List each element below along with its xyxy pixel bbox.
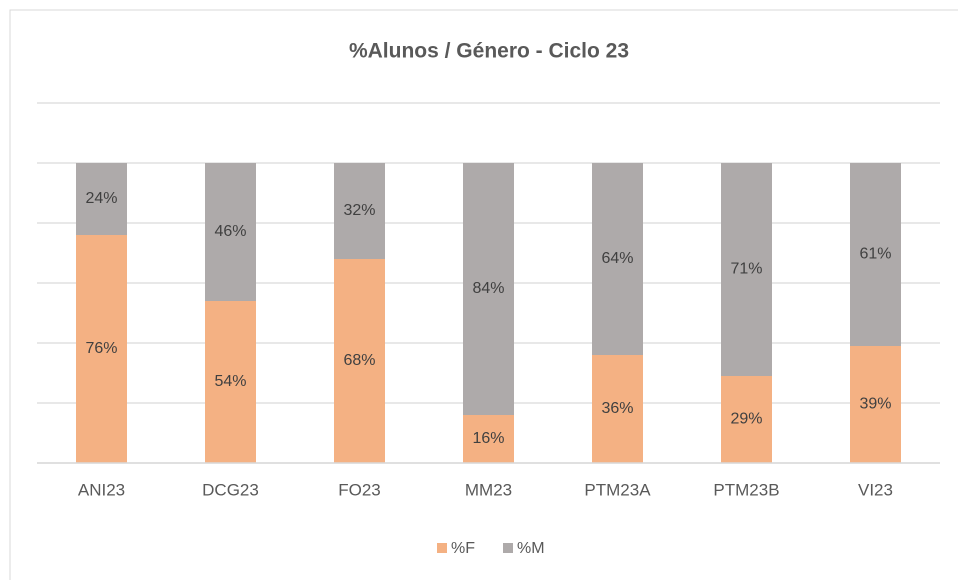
legend-label: %M [517, 540, 545, 557]
data-label: 36% [601, 400, 633, 417]
bar-segment [463, 163, 514, 415]
bar-segment [463, 415, 514, 463]
data-label: 24% [85, 190, 117, 207]
legend-label: %F [451, 540, 475, 557]
data-label: 84% [472, 280, 504, 297]
bar-segment [205, 163, 256, 301]
x-tick-label: VI23 [858, 480, 893, 499]
x-tick-label: MM23 [465, 480, 512, 499]
data-label: 16% [472, 430, 504, 447]
bar-segment [76, 235, 127, 463]
data-label: 71% [730, 261, 762, 278]
bar-segment [334, 163, 385, 259]
bar-segment [205, 301, 256, 463]
bar-segment [334, 259, 385, 463]
data-label: 76% [85, 340, 117, 357]
x-tick-label: FO23 [338, 480, 381, 499]
bar-segment [721, 163, 772, 376]
data-label: 64% [601, 250, 633, 267]
bar-segment [850, 346, 901, 463]
data-label: 46% [214, 223, 246, 240]
x-tick-label: PTM23B [713, 480, 779, 499]
legend-swatch [437, 543, 447, 553]
data-label: 32% [343, 202, 375, 219]
x-tick-label: ANI23 [78, 480, 125, 499]
data-label: 39% [859, 396, 891, 413]
data-label: 29% [730, 411, 762, 428]
x-tick-label: DCG23 [202, 480, 259, 499]
data-label: 68% [343, 352, 375, 369]
bar-segment [592, 355, 643, 463]
x-tick-label: PTM23A [584, 480, 651, 499]
bar-segment [76, 163, 127, 235]
bar-segment [721, 376, 772, 463]
data-label: 54% [214, 373, 246, 390]
bar-segment [850, 163, 901, 346]
bar-segment [592, 163, 643, 355]
legend-swatch [503, 543, 513, 553]
chart-title: %Alunos / Género - Ciclo 23 [349, 40, 629, 63]
chart-border [9, 9, 958, 580]
data-label: 61% [859, 246, 891, 263]
